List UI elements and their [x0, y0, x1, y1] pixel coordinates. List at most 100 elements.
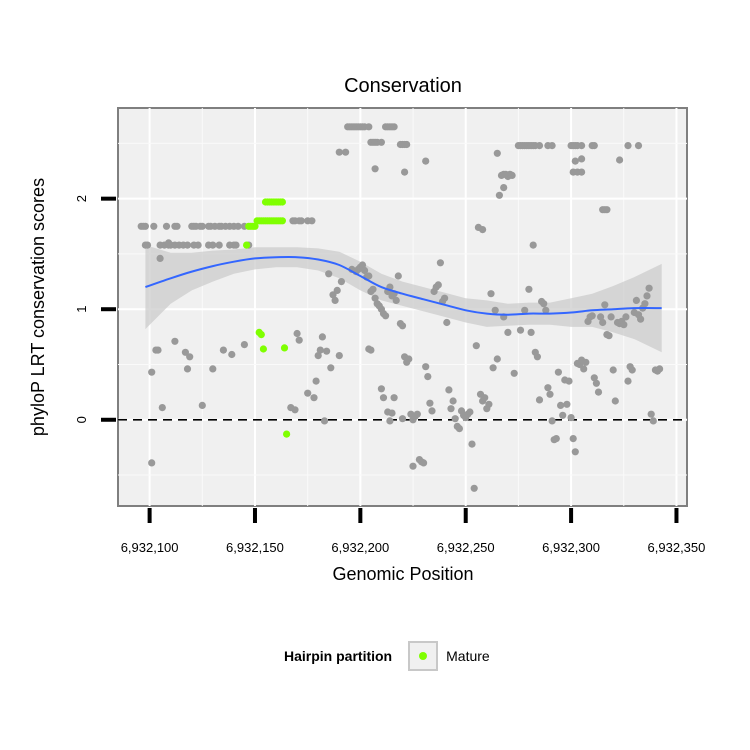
- point-other: [542, 306, 550, 314]
- smooth-line: [145, 256, 662, 316]
- point-other: [436, 259, 444, 267]
- point-other: [398, 415, 407, 423]
- point-other: [426, 399, 434, 407]
- point-other: [312, 377, 320, 385]
- point-other: [333, 286, 341, 294]
- point-other: [194, 241, 202, 249]
- point-other: [297, 217, 305, 225]
- point-other: [390, 394, 398, 402]
- point-other: [287, 404, 295, 412]
- point-other: [183, 365, 192, 373]
- point-other: [563, 400, 571, 408]
- chart-title: Conservation: [344, 75, 462, 97]
- point-other: [369, 285, 377, 293]
- point-other: [590, 374, 598, 382]
- point-other: [540, 300, 548, 308]
- point-other: [607, 313, 615, 321]
- point-other: [420, 459, 428, 467]
- x-tick-label: 6,932,350: [648, 540, 706, 555]
- point-other: [361, 266, 369, 275]
- point-other: [335, 148, 343, 156]
- point-other: [449, 397, 457, 405]
- point-other: [209, 365, 217, 373]
- point-other: [571, 448, 579, 456]
- point-other: [516, 326, 525, 334]
- point-other: [578, 168, 586, 176]
- point-other: [441, 294, 449, 302]
- point-other: [335, 352, 343, 360]
- point-other: [198, 222, 206, 230]
- point-mature: [257, 331, 265, 339]
- y-tick-label: 0: [74, 416, 89, 423]
- point-other: [401, 168, 409, 176]
- point-other: [491, 306, 499, 314]
- point-other: [154, 346, 162, 354]
- point-other: [428, 407, 436, 415]
- point-other: [485, 400, 493, 408]
- point-other: [535, 396, 544, 404]
- point-other: [327, 364, 335, 372]
- point-other: [318, 333, 326, 341]
- x-tick-label: 6,932,100: [121, 540, 179, 555]
- point-other: [493, 355, 501, 363]
- point-other: [403, 140, 411, 149]
- point-other: [405, 355, 413, 363]
- point-other: [656, 365, 664, 373]
- point-other: [422, 363, 430, 371]
- point-other: [599, 318, 607, 327]
- x-tick-label: 6,932,300: [542, 540, 600, 555]
- point-other: [310, 394, 318, 402]
- point-other: [371, 294, 379, 302]
- point-other: [445, 386, 453, 394]
- y-tick-label: 2: [74, 195, 89, 202]
- point-other: [183, 241, 192, 249]
- point-other: [398, 322, 407, 330]
- point-other: [580, 365, 588, 373]
- legend-title: Hairpin partition: [284, 648, 393, 664]
- point-other: [569, 435, 577, 443]
- point-mature: [251, 222, 259, 230]
- point-other: [628, 366, 636, 374]
- point-other: [611, 397, 619, 405]
- point-other: [508, 171, 516, 179]
- point-other: [342, 148, 350, 156]
- point-mature: [259, 345, 267, 353]
- point-other: [470, 484, 478, 492]
- point-other: [609, 366, 617, 374]
- point-other: [582, 358, 590, 366]
- point-other: [162, 222, 171, 230]
- point-other: [588, 312, 596, 320]
- x-axis-label: Genomic Position: [332, 564, 473, 584]
- point-other: [314, 352, 322, 360]
- point-other: [481, 394, 489, 402]
- x-axis: 6,932,100 6,932,150 6,932,200 6,932,250 6,93…: [121, 508, 706, 555]
- x-tick-label: 6,932,150: [226, 540, 284, 555]
- point-mature: [278, 217, 286, 225]
- point-other: [422, 157, 430, 165]
- point-other: [209, 241, 217, 249]
- point-other: [544, 384, 552, 392]
- point-mature: [243, 241, 251, 249]
- point-mature: [280, 344, 289, 352]
- point-other: [567, 414, 575, 422]
- point-other: [143, 241, 152, 249]
- point-other: [603, 206, 611, 214]
- point-other: [624, 142, 632, 150]
- legend-dot-mature: [419, 652, 428, 660]
- point-other: [649, 417, 657, 425]
- point-other: [158, 404, 166, 412]
- point-other: [409, 462, 417, 470]
- point-other: [173, 222, 181, 230]
- point-other: [337, 278, 345, 286]
- point-other: [394, 272, 402, 280]
- point-other: [181, 348, 189, 356]
- point-other: [489, 364, 497, 372]
- point-other: [525, 285, 533, 293]
- point-other: [637, 315, 645, 323]
- point-mature: [283, 430, 291, 438]
- point-other: [186, 353, 194, 361]
- point-other: [316, 346, 324, 354]
- point-other: [578, 142, 586, 150]
- point-other: [645, 284, 653, 292]
